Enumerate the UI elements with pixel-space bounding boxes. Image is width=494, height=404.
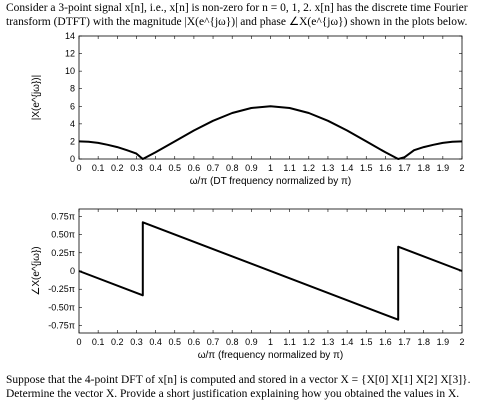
phase-x-tick-label: 0 <box>76 337 81 347</box>
phase-x-tick-label: 0.4 <box>149 337 162 347</box>
magnitude-y-tick-label: 12 <box>65 49 75 59</box>
phase-x-tick-label: 0.9 <box>245 337 258 347</box>
phase-y-tick-label: 0.25π <box>51 248 75 258</box>
magnitude-y-tick-label: 0 <box>70 154 75 164</box>
magnitude-x-tick-label: 1 <box>268 163 273 173</box>
phase-x-tick-label: 0.7 <box>207 337 220 347</box>
phase-x-tick-label: 1.3 <box>322 337 335 347</box>
phase-y-tick-label: -0.75π <box>48 321 75 331</box>
phase-x-tick-label: 1.6 <box>379 337 392 347</box>
phase-y-tick-label: 0.75π <box>51 211 75 221</box>
magnitude-y-axis-label: |X(e^{jω})| <box>31 75 42 121</box>
phase-x-axis-label: ω/π (frequency normalized by π) <box>198 350 344 361</box>
magnitude-x-tick-label: 1.5 <box>360 163 373 173</box>
magnitude-x-tick-label: 2 <box>459 163 464 173</box>
magnitude-x-tick-label: 1.7 <box>398 163 411 173</box>
phase-x-tick-label: 1.9 <box>437 337 450 347</box>
phase-x-tick-label: 0.8 <box>226 337 239 347</box>
magnitude-y-tick-label: 8 <box>70 84 75 94</box>
magnitude-x-tick-label: 0.7 <box>207 163 220 173</box>
phase-x-tick-label: 2 <box>459 337 464 347</box>
magnitude-x-tick-label: 1.8 <box>417 163 430 173</box>
magnitude-x-tick-label: 0.3 <box>130 163 143 173</box>
problem-text-line-1: Consider a 3-point signal x[n], i.e., x[… <box>6 2 468 14</box>
phase-y-tick-label: -0.50π <box>48 302 75 312</box>
magnitude-x-tick-label: 1.6 <box>379 163 392 173</box>
magnitude-plot-frame <box>78 35 463 160</box>
magnitude-x-tick-label: 0.6 <box>188 163 201 173</box>
magnitude-x-tick-label: 1.4 <box>341 163 354 173</box>
phase-series-line <box>78 221 463 321</box>
question-text-line-1: Suppose that the 4-point DFT of x[n] is … <box>6 374 471 386</box>
magnitude-y-tick-label: 14 <box>65 31 75 41</box>
magnitude-x-tick-label: 0.8 <box>226 163 239 173</box>
magnitude-y-tick-label: 2 <box>70 136 75 146</box>
phase-y-tick-label: 0.50π <box>51 230 75 240</box>
magnitude-x-tick-label: 1.1 <box>283 163 296 173</box>
phase-x-tick-label: 0.6 <box>188 337 201 347</box>
magnitude-y-tick-label: 10 <box>65 66 75 76</box>
magnitude-x-tick-label: 0 <box>76 163 81 173</box>
phase-x-tick-label: 1 <box>268 337 273 347</box>
phase-x-tick-label: 0.1 <box>92 337 105 347</box>
magnitude-x-tick-label: 0.9 <box>245 163 258 173</box>
question-text-line-2: Determine the vector X. Provide a short … <box>6 388 460 400</box>
phase-x-tick-label: 1.8 <box>417 337 430 347</box>
magnitude-series-line <box>78 105 463 160</box>
problem-text-line-2: transform (DTFT) with the magnitude |X(e… <box>6 16 468 28</box>
magnitude-y-tick-label: 6 <box>70 101 75 111</box>
magnitude-x-axis-label: ω/π (DT frequency normalized by π) <box>190 176 351 187</box>
phase-x-tick-label: 0.3 <box>130 337 143 347</box>
magnitude-x-tick-label: 0.4 <box>149 163 162 173</box>
magnitude-x-tick-label: 0.5 <box>168 163 181 173</box>
phase-x-tick-label: 1.4 <box>341 337 354 347</box>
magnitude-x-tick-label: 1.9 <box>437 163 450 173</box>
phase-x-tick-label: 1.1 <box>283 337 296 347</box>
phase-y-axis-label: ∠X(e^{jω}) <box>31 246 42 295</box>
magnitude-y-tick-label: 4 <box>70 119 75 129</box>
magnitude-x-tick-label: 0.2 <box>111 163 124 173</box>
phase-x-tick-label: 1.7 <box>398 337 411 347</box>
magnitude-x-tick-label: 0.1 <box>92 163 105 173</box>
phase-y-tick-label: 0 <box>70 266 75 276</box>
phase-y-tick-label: -0.25π <box>48 284 75 294</box>
phase-x-tick-label: 0.2 <box>111 337 124 347</box>
magnitude-x-tick-label: 1.2 <box>303 163 316 173</box>
magnitude-x-tick-label: 1.3 <box>322 163 335 173</box>
phase-x-tick-label: 1.5 <box>360 337 373 347</box>
phase-x-tick-label: 1.2 <box>303 337 316 347</box>
phase-x-tick-label: 0.5 <box>168 337 181 347</box>
